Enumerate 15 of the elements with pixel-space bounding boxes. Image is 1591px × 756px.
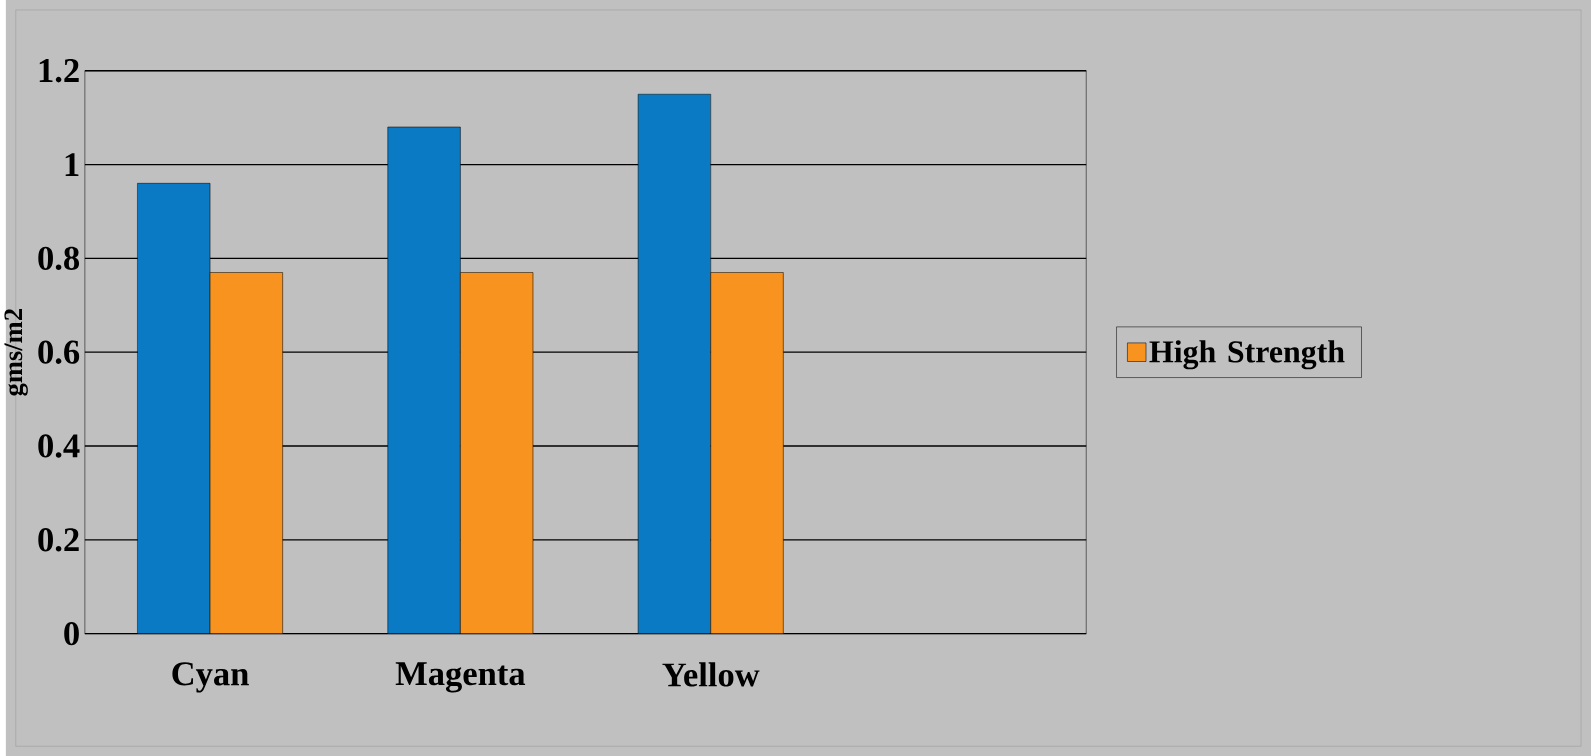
x-tick-label: Yellow bbox=[662, 662, 760, 687]
y-tick-label: 0 bbox=[64, 621, 79, 646]
x-tick-label: Cyan bbox=[172, 662, 249, 693]
y-tick-label: 1 bbox=[65, 153, 79, 176]
y-tick-label: 0.2 bbox=[38, 528, 79, 552]
bar bbox=[137, 182, 211, 634]
y-tick-label: 1.2 bbox=[39, 58, 79, 83]
legend-label: High Strength bbox=[1149, 340, 1345, 370]
y-tick-label: 0.4 bbox=[38, 434, 80, 458]
y-tick-label: 0.8 bbox=[38, 246, 80, 270]
x-tick-label: Magenta bbox=[395, 662, 526, 693]
y-axis-title: gms/m2 bbox=[4, 308, 28, 396]
bar bbox=[637, 93, 711, 634]
y-tick-label: 0.6 bbox=[38, 340, 80, 364]
bar bbox=[387, 126, 461, 634]
